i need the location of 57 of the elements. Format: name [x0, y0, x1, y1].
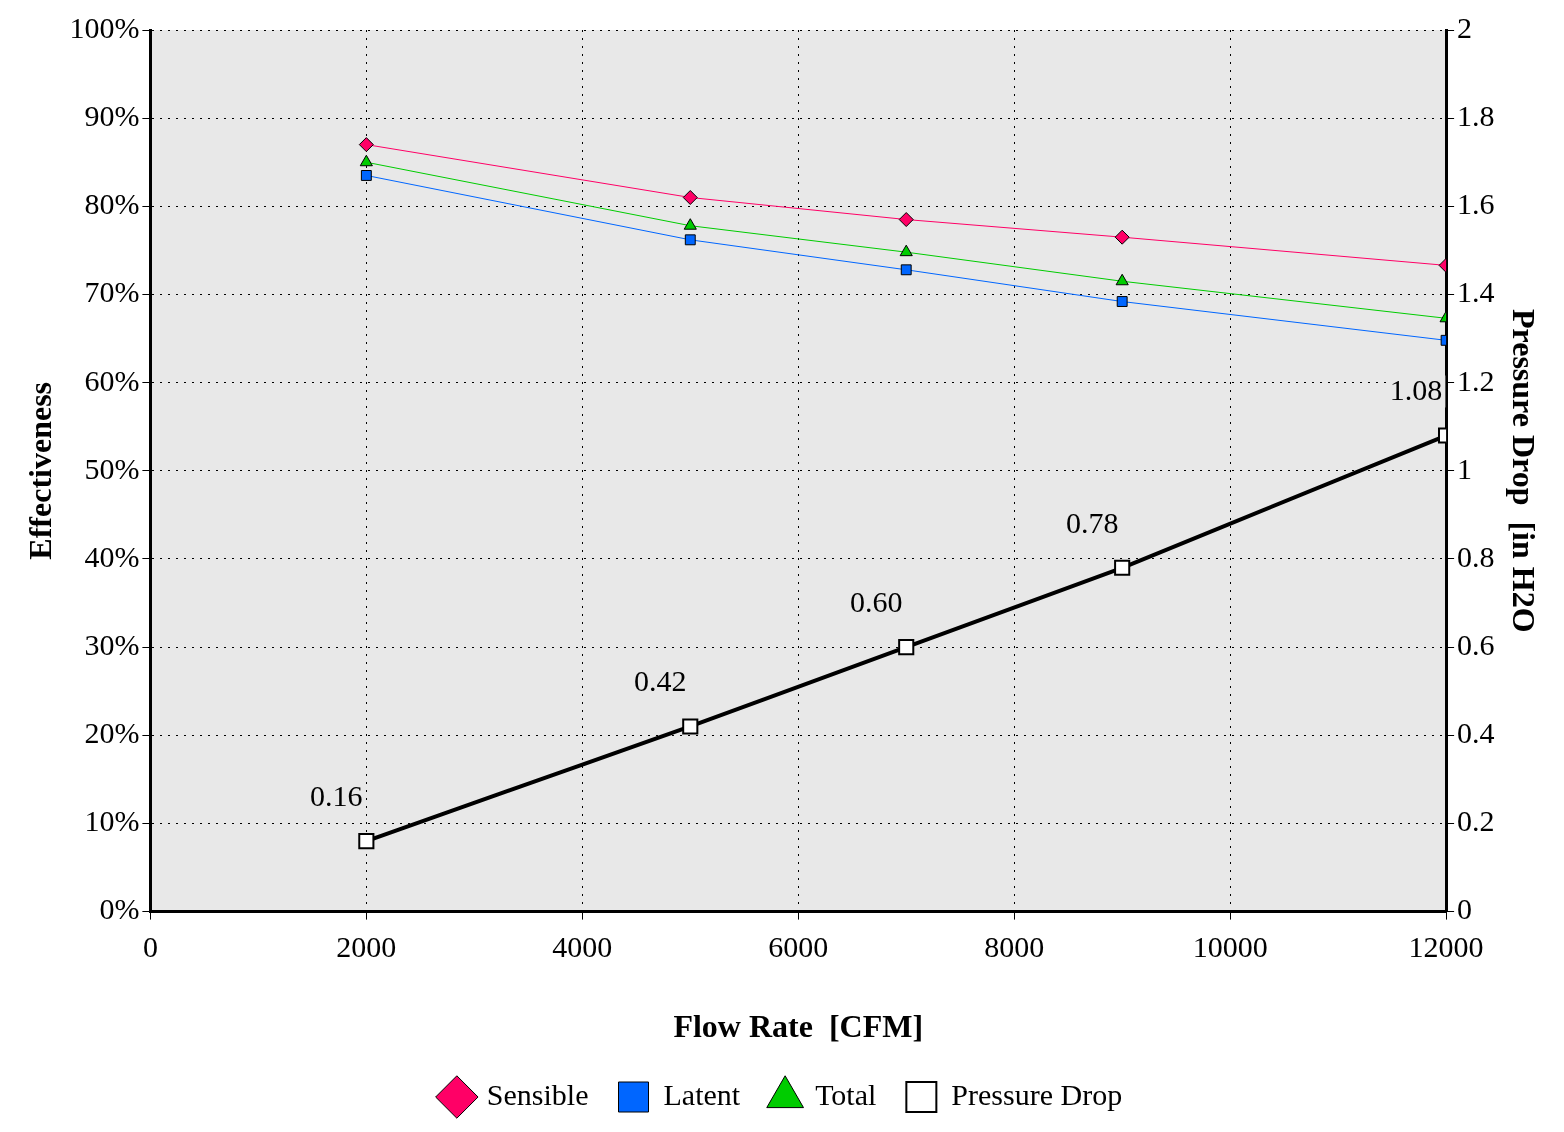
data-label: 0.42 — [634, 664, 687, 698]
point — [360, 170, 372, 181]
y-tick-label: 30% — [84, 627, 140, 661]
x-tick-label: 2000 — [336, 930, 397, 964]
y-tick-label: 100% — [69, 10, 140, 44]
point — [1116, 296, 1128, 307]
x-tick-label: 12000 — [1408, 930, 1484, 964]
y2-tick-label: 2 — [1457, 10, 1473, 44]
point — [358, 833, 375, 850]
data-label: 1.08 — [1389, 373, 1443, 407]
y2-tick-label: 1.6 — [1457, 187, 1495, 221]
y2-tick-label: 0.8 — [1457, 539, 1495, 573]
point — [359, 154, 373, 167]
point — [899, 244, 913, 257]
y2-tick-label: 1.8 — [1457, 99, 1495, 133]
y2-tick-label: 0 — [1457, 892, 1473, 926]
y2-tick-label: 1 — [1457, 451, 1473, 485]
legend-label: Total — [815, 1077, 877, 1111]
y2-tick-label: 1.4 — [1457, 275, 1495, 309]
point — [898, 212, 914, 228]
y2-axis-title: Pressure Drop [in H2O — [1505, 309, 1542, 633]
y-tick-label: 80% — [84, 187, 140, 221]
point — [684, 234, 696, 246]
point — [1115, 273, 1129, 286]
y-tick-label: 20% — [84, 716, 140, 750]
data-label: 0.78 — [1065, 505, 1119, 539]
point — [1114, 229, 1130, 245]
x-tick-label: 0 — [142, 930, 158, 964]
y2-tick-label: 0.2 — [1457, 804, 1495, 838]
y2-tick-label: 0.6 — [1457, 627, 1495, 661]
x-tick-label: 10000 — [1192, 930, 1268, 964]
legend-label: Latent — [663, 1077, 741, 1111]
point — [682, 190, 698, 205]
legend-label: Pressure Drop — [951, 1077, 1123, 1111]
y-tick-label: 60% — [84, 363, 140, 397]
y-tick-label: 40% — [84, 539, 140, 573]
point — [900, 264, 912, 276]
x-tick-label: 4000 — [552, 930, 613, 964]
point — [683, 218, 697, 230]
x-tick-label: 6000 — [768, 930, 829, 964]
point — [682, 718, 699, 735]
x-axis-title: Flow Rate [CFM] — [673, 1008, 924, 1045]
point — [358, 137, 374, 153]
y-tick-label: 10% — [84, 804, 140, 838]
point — [898, 639, 915, 656]
y-axis-title: Effectiveness — [22, 381, 59, 560]
point — [1114, 559, 1131, 576]
y-tick-label: 50% — [84, 451, 140, 485]
x-tick-label: 8000 — [984, 930, 1045, 964]
data-label: 0.16 — [310, 778, 363, 812]
data-label: 0.60 — [849, 584, 903, 618]
y-tick-label: 0% — [99, 892, 140, 926]
y-tick-label: 90% — [84, 99, 140, 133]
legend-label: Sensible — [486, 1077, 589, 1111]
y-tick-label: 70% — [84, 275, 140, 309]
y2-tick-label: 0.4 — [1457, 716, 1495, 750]
y2-tick-label: 1.2 — [1457, 363, 1495, 397]
